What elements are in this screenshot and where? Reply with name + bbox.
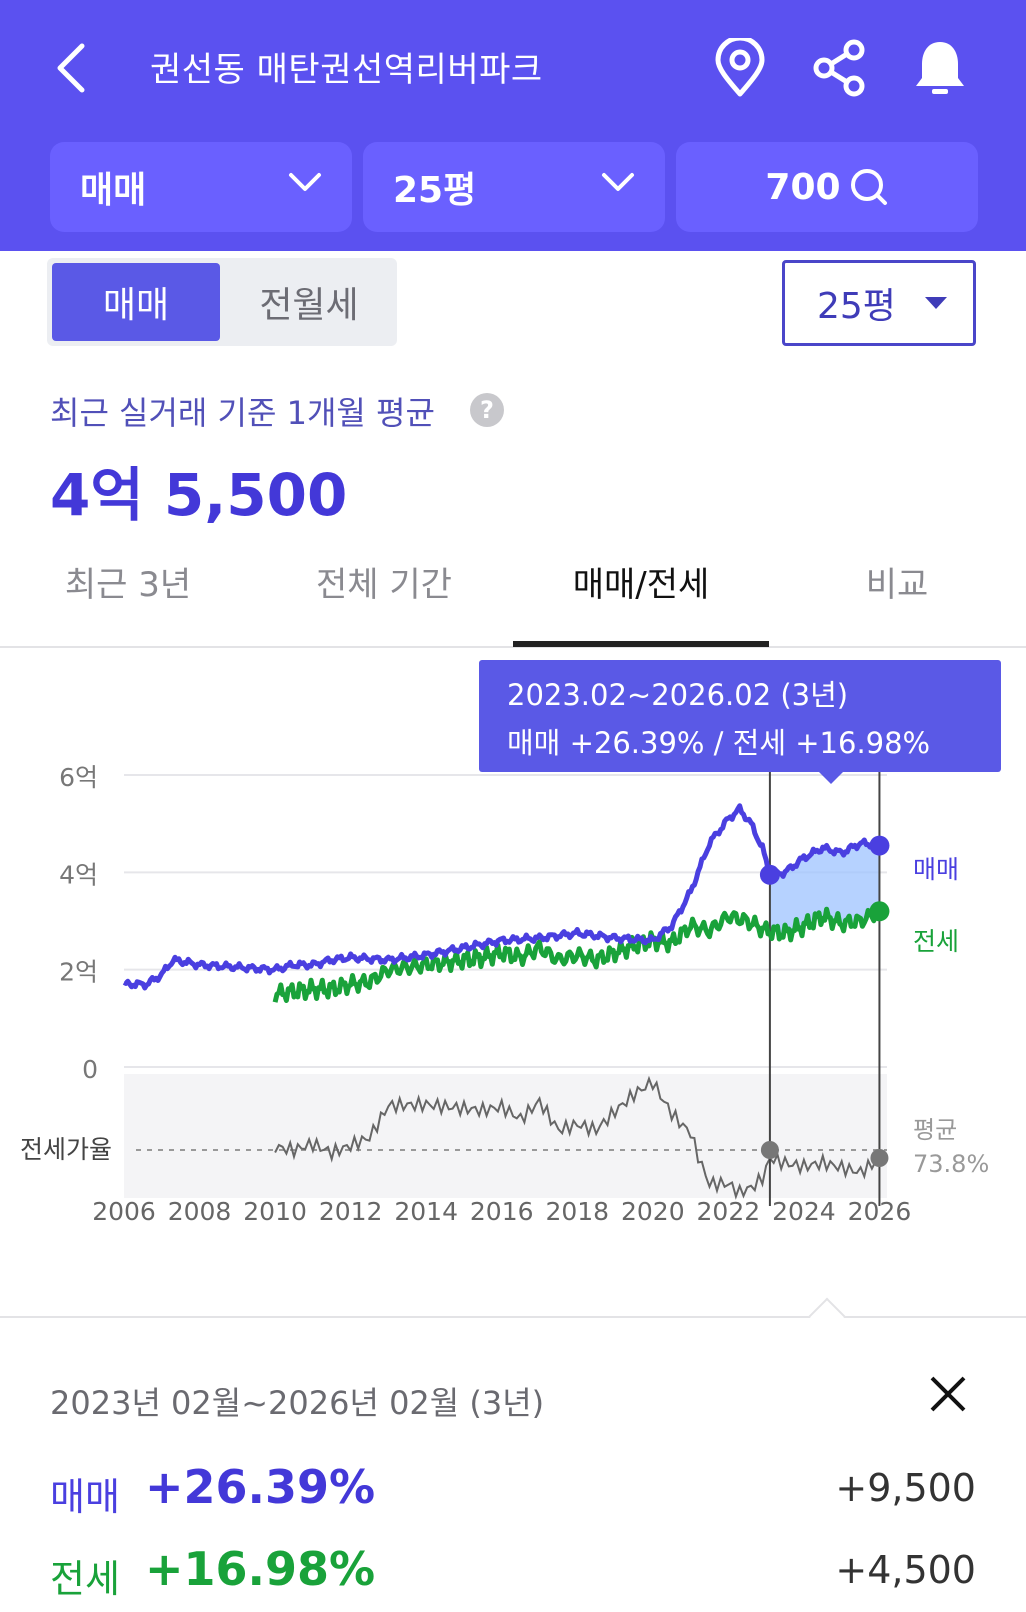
y-tick-label: 6억 — [59, 763, 98, 792]
tooltip-period: 2023.02~2026.02 (3년) — [507, 678, 849, 712]
page-title: 권선동 매탄권선역리버파크 — [150, 50, 543, 90]
lease-change-label: 전세 — [50, 1557, 120, 1601]
x-tick-label: 2006 — [92, 1197, 156, 1226]
ratio-end-marker — [870, 1149, 889, 1167]
ratio-average-label: 평균 — [913, 1116, 957, 1144]
price-chart: 6억 4억 2억 0 2006 2008 2010 2012 2014 2016 2018 2020 2… — [0, 650, 1026, 1270]
lease-change-amount: +4,500 — [835, 1548, 976, 1592]
lease-series-label: 전세 — [913, 927, 959, 956]
ratio-label: 전세가율 — [20, 1135, 112, 1164]
panel-period: 2023년 02월~2026년 02월 (3년) — [50, 1384, 545, 1422]
location-button[interactable] — [712, 35, 768, 98]
chevron-left-icon — [57, 43, 85, 93]
deal-type-dropdown[interactable]: 매매 — [50, 142, 352, 232]
tooltip-arrow — [819, 772, 843, 784]
size-label: 25평 — [393, 170, 477, 211]
x-tick-label: 2016 — [470, 1197, 534, 1226]
deal-toggle: 매매 전월세 — [47, 258, 397, 346]
y-tick-label: 4억 — [59, 860, 98, 889]
notification-button[interactable] — [912, 38, 968, 98]
top-bar: 권선동 매탄권선역리버파크 — [0, 0, 1026, 140]
average-label: 최근 실거래 기준 1개월 평균 — [50, 394, 435, 432]
panel-caret — [808, 1297, 846, 1335]
x-tick-label: 2020 — [621, 1197, 685, 1226]
tab-sale-lease[interactable]: 매매/전세 — [572, 565, 710, 605]
search-icon — [850, 169, 887, 205]
map-pin-icon — [715, 35, 765, 97]
chart-tabs: 최근 3년 전체 기간 매매/전세 비교 — [0, 558, 1026, 648]
x-tick-label: 2026 — [848, 1197, 912, 1226]
chevron-down-icon — [602, 173, 634, 191]
count-label: 700 — [765, 166, 841, 208]
period-tooltip: 2023.02~2026.02 (3년) 매매 +26.39% / 전세 +16… — [479, 660, 1001, 784]
bell-icon — [916, 42, 964, 94]
x-tick-label: 2018 — [545, 1197, 609, 1226]
x-tick-label: 2022 — [697, 1197, 761, 1226]
tab-all-period[interactable]: 전체 기간 — [316, 565, 452, 605]
app-header: 권선동 매탄권선역리버파크 매매 — [0, 0, 1026, 251]
lease-end-marker — [869, 901, 890, 922]
ratio-average-value: 73.8% — [913, 1150, 989, 1178]
chevron-down-icon — [289, 173, 321, 191]
close-icon — [930, 1376, 966, 1412]
x-tick-label: 2010 — [243, 1197, 307, 1226]
size-dropdown[interactable]: 25평 — [363, 142, 665, 232]
back-button[interactable] — [50, 40, 94, 96]
average-price: 4억 5,500 — [50, 461, 348, 529]
sale-change-label: 매매 — [50, 1475, 120, 1519]
y-tick-label: 2억 — [59, 958, 98, 987]
toggle-lease[interactable]: 전월세 — [259, 285, 359, 326]
help-icon[interactable]: ? — [470, 393, 504, 427]
sale-line — [122, 803, 882, 991]
x-tick-label: 2024 — [772, 1197, 836, 1226]
x-tick-label: 2008 — [168, 1197, 232, 1226]
tab-recent-3y[interactable]: 최근 3년 — [64, 565, 192, 605]
caret-down-icon — [925, 297, 947, 309]
toggle-sale[interactable]: 매매 — [52, 263, 220, 341]
size-select[interactable]: 25평 — [782, 260, 976, 346]
x-tick-label: 2012 — [319, 1197, 383, 1226]
share-button[interactable] — [812, 38, 868, 98]
x-tick-label: 2014 — [394, 1197, 458, 1226]
close-button[interactable] — [926, 1372, 970, 1416]
count-search-button[interactable]: 700 — [676, 142, 978, 232]
share-icon — [813, 39, 865, 97]
sale-series-label: 매매 — [913, 855, 959, 884]
tooltip-detail: 매매 +26.39% / 전세 +16.98% — [507, 726, 931, 760]
filter-row: 매매 25평 700 — [0, 142, 1026, 232]
ratio-start-marker — [760, 1141, 779, 1159]
sale-start-marker — [759, 864, 780, 885]
tab-underline — [513, 641, 769, 647]
sale-end-marker — [869, 835, 890, 856]
price-chart-svg: 6억 4억 2억 0 2006 2008 2010 2012 2014 2016 2018 2020 2… — [20, 763, 989, 1226]
size-select-label: 25평 — [817, 286, 896, 327]
panel-divider — [0, 1316, 1026, 1318]
y-tick-label: 0 — [82, 1055, 98, 1084]
lease-line — [272, 904, 882, 1003]
deal-type-label: 매매 — [80, 170, 147, 211]
ratio-line — [274, 1075, 881, 1200]
lease-change-pct: +16.98% — [145, 1542, 376, 1596]
sale-change-pct: +26.39% — [145, 1460, 376, 1514]
tab-compare[interactable]: 비교 — [865, 565, 929, 605]
sale-change-amount: +9,500 — [835, 1466, 976, 1510]
ratio-band — [124, 1074, 887, 1198]
